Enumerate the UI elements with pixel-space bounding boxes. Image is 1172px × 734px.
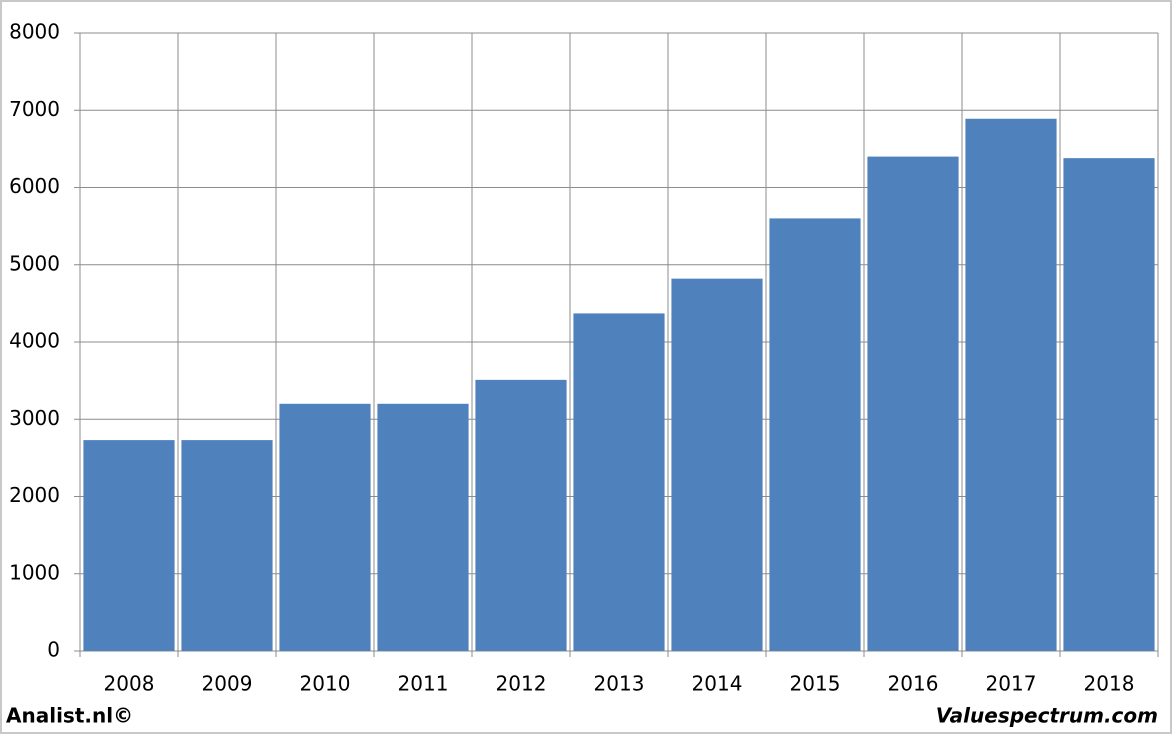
x-tick-label: 2016 <box>888 672 939 696</box>
y-tick-label: 6000 <box>9 174 60 198</box>
x-tick-label: 2009 <box>202 672 253 696</box>
x-tick-label: 2014 <box>692 672 743 696</box>
y-tick-label: 1000 <box>9 560 60 584</box>
y-tick-label: 8000 <box>9 20 60 44</box>
bar <box>279 403 371 651</box>
bar <box>867 156 959 651</box>
x-tick-label: 2015 <box>790 672 841 696</box>
x-tick-label: 2011 <box>398 672 449 696</box>
bar <box>181 440 273 651</box>
y-tick-label: 2000 <box>9 483 60 507</box>
bar <box>769 218 861 651</box>
x-tick-label: 2018 <box>1084 672 1135 696</box>
bar <box>1063 158 1155 651</box>
x-tick-label: 2010 <box>300 672 351 696</box>
footer-left: Analist.nl© <box>6 704 133 728</box>
bar <box>475 379 567 651</box>
y-tick-label: 0 <box>47 638 60 662</box>
x-tick-label: 2008 <box>104 672 155 696</box>
bar <box>965 118 1057 651</box>
x-tick-label: 2012 <box>496 672 547 696</box>
y-tick-label: 7000 <box>9 97 60 121</box>
x-tick-label: 2017 <box>986 672 1037 696</box>
y-tick-label: 3000 <box>9 406 60 430</box>
bar <box>377 403 469 651</box>
footer-right: Valuespectrum.com <box>936 704 1158 728</box>
bar <box>83 440 175 651</box>
x-tick-label: 2013 <box>594 672 645 696</box>
bar <box>573 313 665 651</box>
y-tick-label: 4000 <box>9 329 60 353</box>
bar <box>671 278 763 651</box>
y-tick-label: 5000 <box>9 251 60 275</box>
